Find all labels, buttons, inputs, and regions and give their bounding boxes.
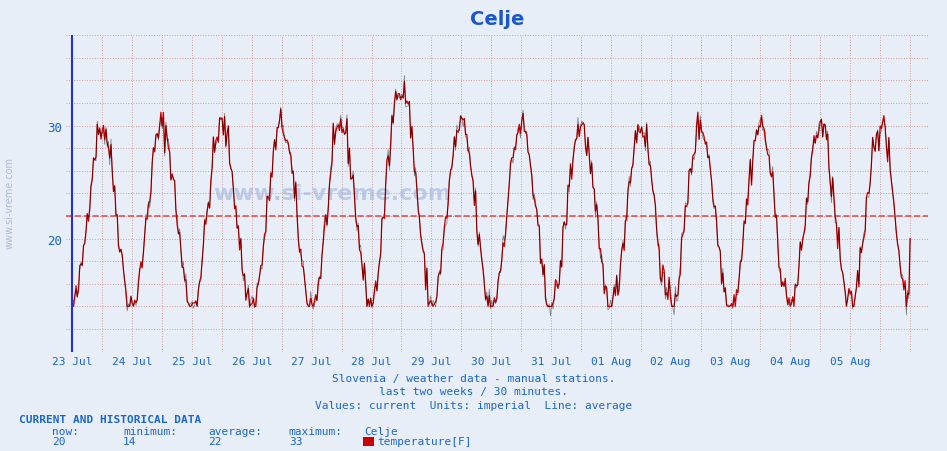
Title: Celje: Celje <box>470 10 525 29</box>
Text: Slovenia / weather data - manual stations.: Slovenia / weather data - manual station… <box>331 373 616 383</box>
Text: maximum:: maximum: <box>289 426 343 436</box>
Text: 33: 33 <box>289 436 302 446</box>
Text: www.si-vreme.com: www.si-vreme.com <box>213 184 451 204</box>
Text: 22: 22 <box>208 436 222 446</box>
Text: Celje: Celje <box>365 426 399 436</box>
Text: Values: current  Units: imperial  Line: average: Values: current Units: imperial Line: av… <box>314 400 633 410</box>
Text: now:: now: <box>52 426 80 436</box>
Text: average:: average: <box>208 426 262 436</box>
Text: 14: 14 <box>123 436 136 446</box>
Text: minimum:: minimum: <box>123 426 177 436</box>
Text: last two weeks / 30 minutes.: last two weeks / 30 minutes. <box>379 387 568 396</box>
Text: CURRENT AND HISTORICAL DATA: CURRENT AND HISTORICAL DATA <box>19 414 201 423</box>
Text: www.si-vreme.com: www.si-vreme.com <box>5 157 14 249</box>
Text: temperature[F]: temperature[F] <box>377 436 472 446</box>
Text: 20: 20 <box>52 436 65 446</box>
